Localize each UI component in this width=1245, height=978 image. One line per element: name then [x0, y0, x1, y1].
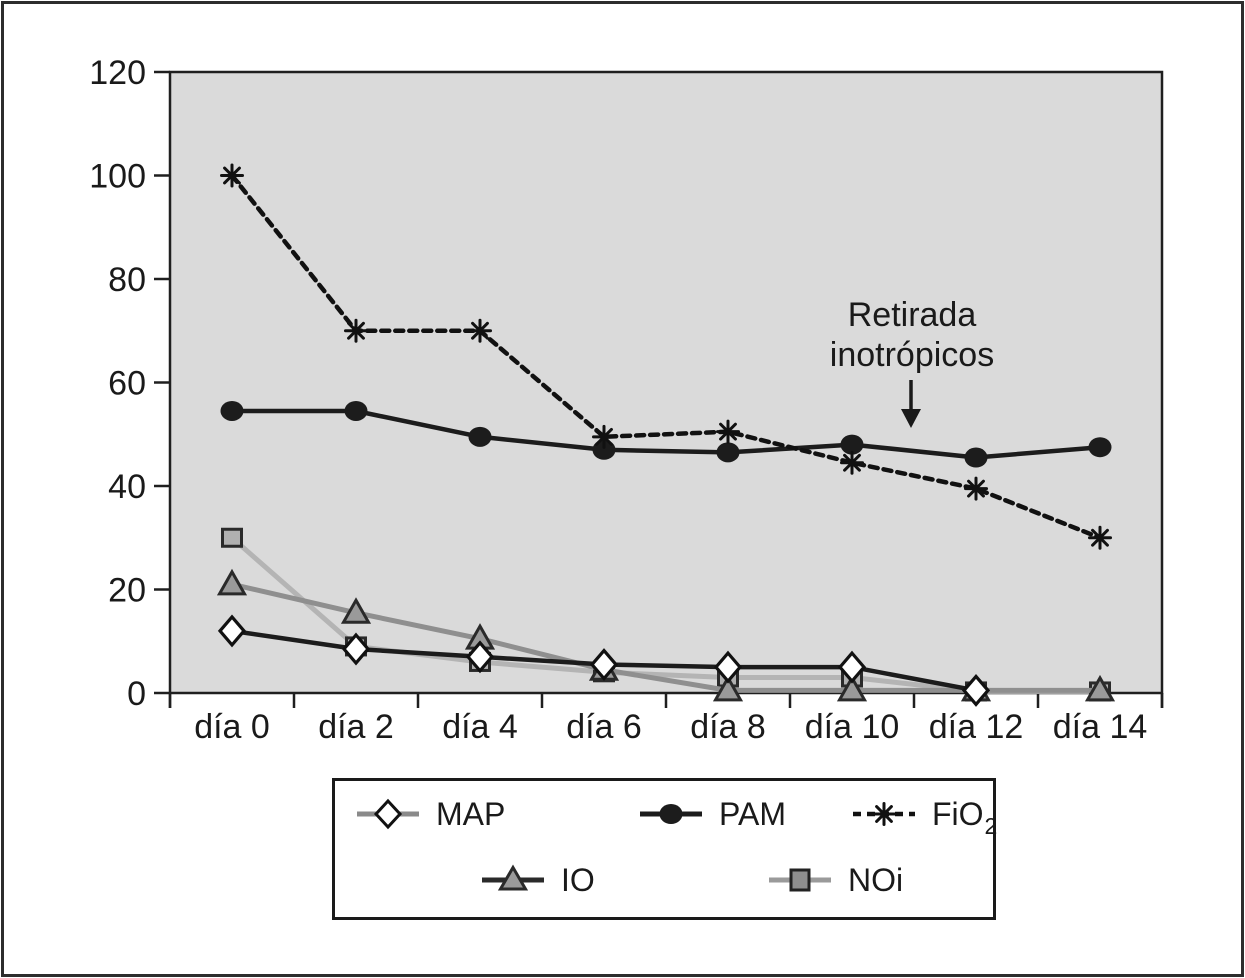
legend-item-fio2: FiO2 — [851, 796, 997, 838]
marker-MAP-6 — [961, 673, 991, 707]
marker-PAM-5 — [840, 434, 864, 455]
marker-PAM-6 — [964, 447, 988, 468]
marker-IO-4 — [712, 674, 744, 702]
marker-FiO2-6 — [967, 479, 985, 498]
x-tick-label: día 8 — [690, 708, 766, 746]
marker-MAP-2 — [465, 640, 495, 674]
x-tick-label: día 12 — [929, 708, 1024, 746]
y-tick-label: 0 — [127, 675, 146, 713]
map-diamond-marker-icon — [357, 798, 419, 830]
y-tick-label: 20 — [108, 572, 146, 610]
marker-FiO2-7 — [1091, 528, 1109, 547]
marker-MAP-3 — [589, 648, 619, 681]
legend-label-fio2-main: FiO — [932, 796, 984, 832]
x-tick-label: día 4 — [442, 708, 518, 746]
marker-FiO2-5 — [843, 453, 861, 472]
marker-FiO2-4 — [719, 422, 737, 441]
y-tick-label: 80 — [108, 261, 146, 299]
noi-square-marker-icon — [769, 868, 831, 892]
io-triangle-marker-icon — [482, 864, 544, 891]
marker-NOi-0 — [221, 527, 243, 548]
marker-IO-0 — [216, 568, 248, 596]
marker-MAP-1 — [341, 632, 371, 666]
marker-MAP-0 — [217, 614, 247, 648]
marker-PAM-0 — [220, 400, 244, 421]
marker-FiO2-2 — [471, 321, 489, 340]
legend-label-noi: NOi — [848, 862, 904, 898]
series-line-PAM — [229, 408, 1103, 460]
pam-circle-marker-icon — [640, 804, 702, 824]
marker-IO-1 — [340, 597, 372, 624]
marker-PAM-7 — [1088, 437, 1112, 458]
x-tick-label: día 10 — [805, 708, 900, 746]
marker-FiO2-0 — [223, 166, 241, 185]
fio2-asterisk-marker-icon — [853, 802, 915, 826]
series-line-IO — [229, 581, 1103, 693]
x-tick-label: día 14 — [1053, 708, 1148, 746]
marker-FiO2-3 — [595, 427, 613, 446]
legend-label-pam: PAM — [719, 796, 786, 832]
marker-MAP-4 — [713, 650, 743, 684]
annotation-text-line2: inotrópicos — [830, 336, 994, 374]
series-line-FiO2 — [229, 173, 1103, 541]
x-tick-label: día 2 — [318, 708, 394, 746]
marker-MAP-5 — [837, 650, 867, 684]
legend-label-fio2-subscript: 2 — [984, 813, 998, 839]
marker-PAM-3 — [592, 439, 616, 460]
legend-item-noi: NOi — [767, 863, 903, 897]
annotation-text-line1: Retirada — [848, 296, 977, 334]
legend-item-map: MAP — [355, 797, 505, 831]
legend-item-pam: PAM — [638, 797, 786, 831]
marker-PAM-1 — [344, 400, 368, 421]
marker-IO-7 — [1084, 674, 1116, 702]
chart-legend: MAP PAM FiO2 — [332, 778, 997, 920]
legend-label-io: IO — [561, 862, 595, 898]
y-tick-label: 60 — [108, 365, 146, 403]
legend-label-map: MAP — [436, 796, 506, 832]
marker-IO-5 — [836, 674, 868, 702]
marker-FiO2-1 — [347, 321, 365, 340]
x-tick-label: día 6 — [566, 708, 642, 746]
legend-label-fio2: FiO2 — [932, 796, 997, 838]
marker-PAM-4 — [716, 442, 740, 463]
plot-area — [168, 70, 1164, 695]
annotation-arrow-head — [901, 409, 921, 428]
x-tick-label: día 0 — [194, 708, 270, 746]
marker-PAM-2 — [468, 426, 492, 447]
annotation-retirada-inotropicos: Retirada inotrópicos — [830, 296, 994, 428]
y-tick-label: 40 — [108, 468, 146, 506]
y-tick-label: 120 — [89, 54, 146, 92]
y-tick-label: 100 — [89, 158, 146, 196]
legend-item-io: IO — [480, 863, 595, 897]
plot-generated: 0 20 40 60 80 100 120 día 0 día 2 día 4 día 6 día 8… — [89, 54, 1164, 746]
